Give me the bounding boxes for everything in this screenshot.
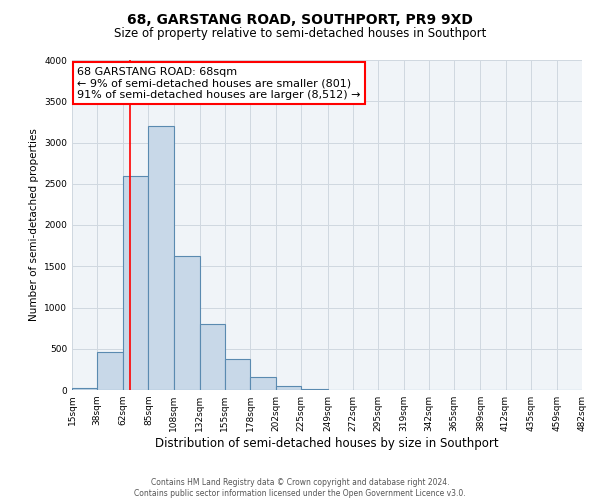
Bar bbox=[72, 388, 97, 390]
Bar bbox=[173, 256, 200, 390]
Text: Contains HM Land Registry data © Crown copyright and database right 2024.
Contai: Contains HM Land Registry data © Crown c… bbox=[134, 478, 466, 498]
Text: 68, GARSTANG ROAD, SOUTHPORT, PR9 9XD: 68, GARSTANG ROAD, SOUTHPORT, PR9 9XD bbox=[127, 12, 473, 26]
Bar bbox=[97, 352, 124, 390]
Text: 68 GARSTANG ROAD: 68sqm
← 9% of semi-detached houses are smaller (801)
91% of se: 68 GARSTANG ROAD: 68sqm ← 9% of semi-det… bbox=[77, 66, 361, 100]
Bar bbox=[301, 389, 328, 390]
Y-axis label: Number of semi-detached properties: Number of semi-detached properties bbox=[29, 128, 38, 322]
Bar bbox=[276, 386, 301, 390]
Bar bbox=[148, 126, 173, 390]
Bar bbox=[124, 176, 148, 390]
Bar bbox=[250, 377, 276, 390]
X-axis label: Distribution of semi-detached houses by size in Southport: Distribution of semi-detached houses by … bbox=[155, 437, 499, 450]
Bar bbox=[200, 324, 225, 390]
Bar bbox=[225, 358, 250, 390]
Text: Size of property relative to semi-detached houses in Southport: Size of property relative to semi-detach… bbox=[114, 28, 486, 40]
